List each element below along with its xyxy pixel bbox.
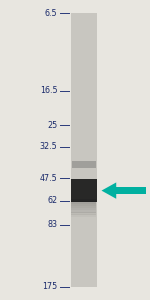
- Bar: [71, 206, 96, 208]
- Text: 47.5: 47.5: [40, 174, 57, 183]
- Bar: [71, 210, 96, 213]
- Text: 16.5: 16.5: [40, 86, 57, 95]
- Bar: [71, 179, 97, 202]
- Text: 6.5: 6.5: [45, 9, 57, 18]
- Text: 32.5: 32.5: [40, 142, 57, 152]
- Text: 83: 83: [47, 220, 57, 229]
- Bar: [71, 201, 96, 204]
- Bar: [71, 212, 96, 215]
- Text: 62: 62: [47, 196, 57, 205]
- Bar: [71, 203, 96, 206]
- Bar: [71, 214, 96, 217]
- Bar: [71, 13, 97, 287]
- Text: 175: 175: [42, 282, 57, 291]
- Bar: [71, 199, 96, 202]
- Text: 25: 25: [47, 121, 57, 130]
- Bar: [71, 208, 96, 211]
- Polygon shape: [102, 182, 116, 199]
- Bar: [72, 160, 96, 168]
- Bar: [116, 187, 146, 194]
